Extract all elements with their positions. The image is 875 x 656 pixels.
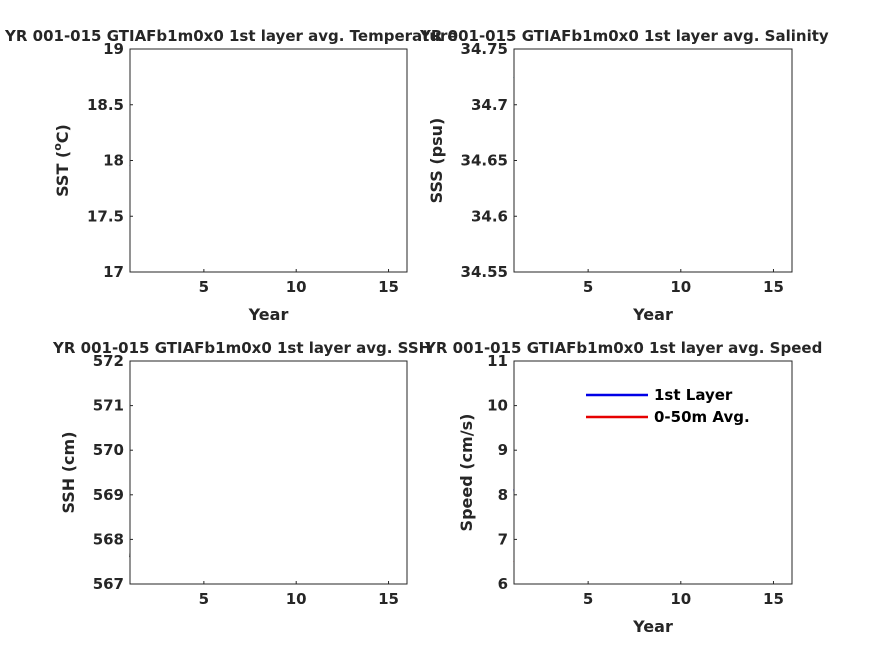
y-tick-label: 10 — [487, 397, 508, 415]
y-tick-label: 34.6 — [471, 207, 508, 225]
chart-title: YR 001-015 GTIAFb1m0x0 1st layer avg. SS… — [52, 339, 431, 357]
legend-entry: 0-50m Avg. — [654, 408, 750, 426]
y-tick-label: 8 — [498, 486, 508, 504]
chart-title: YR 001-015 GTIAFb1m0x0 1st layer avg. Te… — [4, 27, 458, 45]
y-tick-label: 568 — [93, 530, 124, 548]
axes-frame — [513, 360, 793, 585]
x-tick-label: 10 — [670, 590, 691, 608]
x-tick-label: 10 — [286, 590, 307, 608]
y-tick-label: 6 — [498, 575, 508, 593]
y-tick-label: 34.65 — [461, 152, 508, 170]
y-tick-label: 569 — [93, 486, 124, 504]
legend-entry: 1st Layer — [654, 386, 733, 404]
y-tick-label: 567 — [93, 575, 124, 593]
y-tick-label: 572 — [93, 352, 124, 370]
x-tick-label: 10 — [670, 278, 691, 296]
y-tick-label: 34.7 — [471, 96, 508, 114]
axes-frame — [513, 48, 793, 273]
x-axis-label: Year — [632, 305, 673, 324]
y-tick-label: 7 — [498, 530, 508, 548]
x-tick-label: 15 — [763, 590, 784, 608]
y-tick-label: 571 — [93, 397, 124, 415]
x-tick-label: 15 — [763, 278, 784, 296]
x-tick-label: 15 — [378, 278, 399, 296]
y-axis-label: Speed (cm/s) — [457, 414, 476, 532]
y-tick-label: 34.75 — [461, 40, 508, 58]
y-tick-label: 17 — [103, 263, 124, 281]
x-axis-label: Year — [632, 617, 673, 636]
x-tick-label: 5 — [199, 278, 209, 296]
x-tick-label: 5 — [199, 590, 209, 608]
y-axis-label: SSS (psu) — [427, 118, 446, 204]
y-tick-label: 34.55 — [461, 263, 508, 281]
legend: 1st Layer 0-50m Avg. — [586, 386, 750, 426]
x-tick-label: 15 — [378, 590, 399, 608]
y-tick-label: 17.5 — [87, 207, 124, 225]
x-axis-label: Year — [248, 305, 289, 324]
y-axis-label: SSH (cm) — [59, 431, 78, 513]
x-tick-label: 5 — [583, 590, 593, 608]
y-tick-label: 11 — [487, 352, 508, 370]
y-tick-label: 19 — [103, 40, 124, 58]
axes-frame — [129, 360, 408, 585]
chart-title: YR 001-015 GTIAFb1m0x0 1st layer avg. Sa… — [419, 27, 829, 45]
chart-title: YR 001-015 GTIAFb1m0x0 1st layer avg. Sp… — [424, 339, 822, 357]
y-tick-label: 18 — [103, 152, 124, 170]
y-tick-label: 9 — [498, 441, 508, 459]
x-tick-label: 5 — [583, 278, 593, 296]
axes-frame — [129, 48, 408, 273]
y-axis-label: SST (oC) — [51, 124, 72, 197]
y-tick-label: 18.5 — [87, 96, 124, 114]
y-tick-label: 570 — [93, 441, 124, 459]
x-tick-label: 10 — [286, 278, 307, 296]
